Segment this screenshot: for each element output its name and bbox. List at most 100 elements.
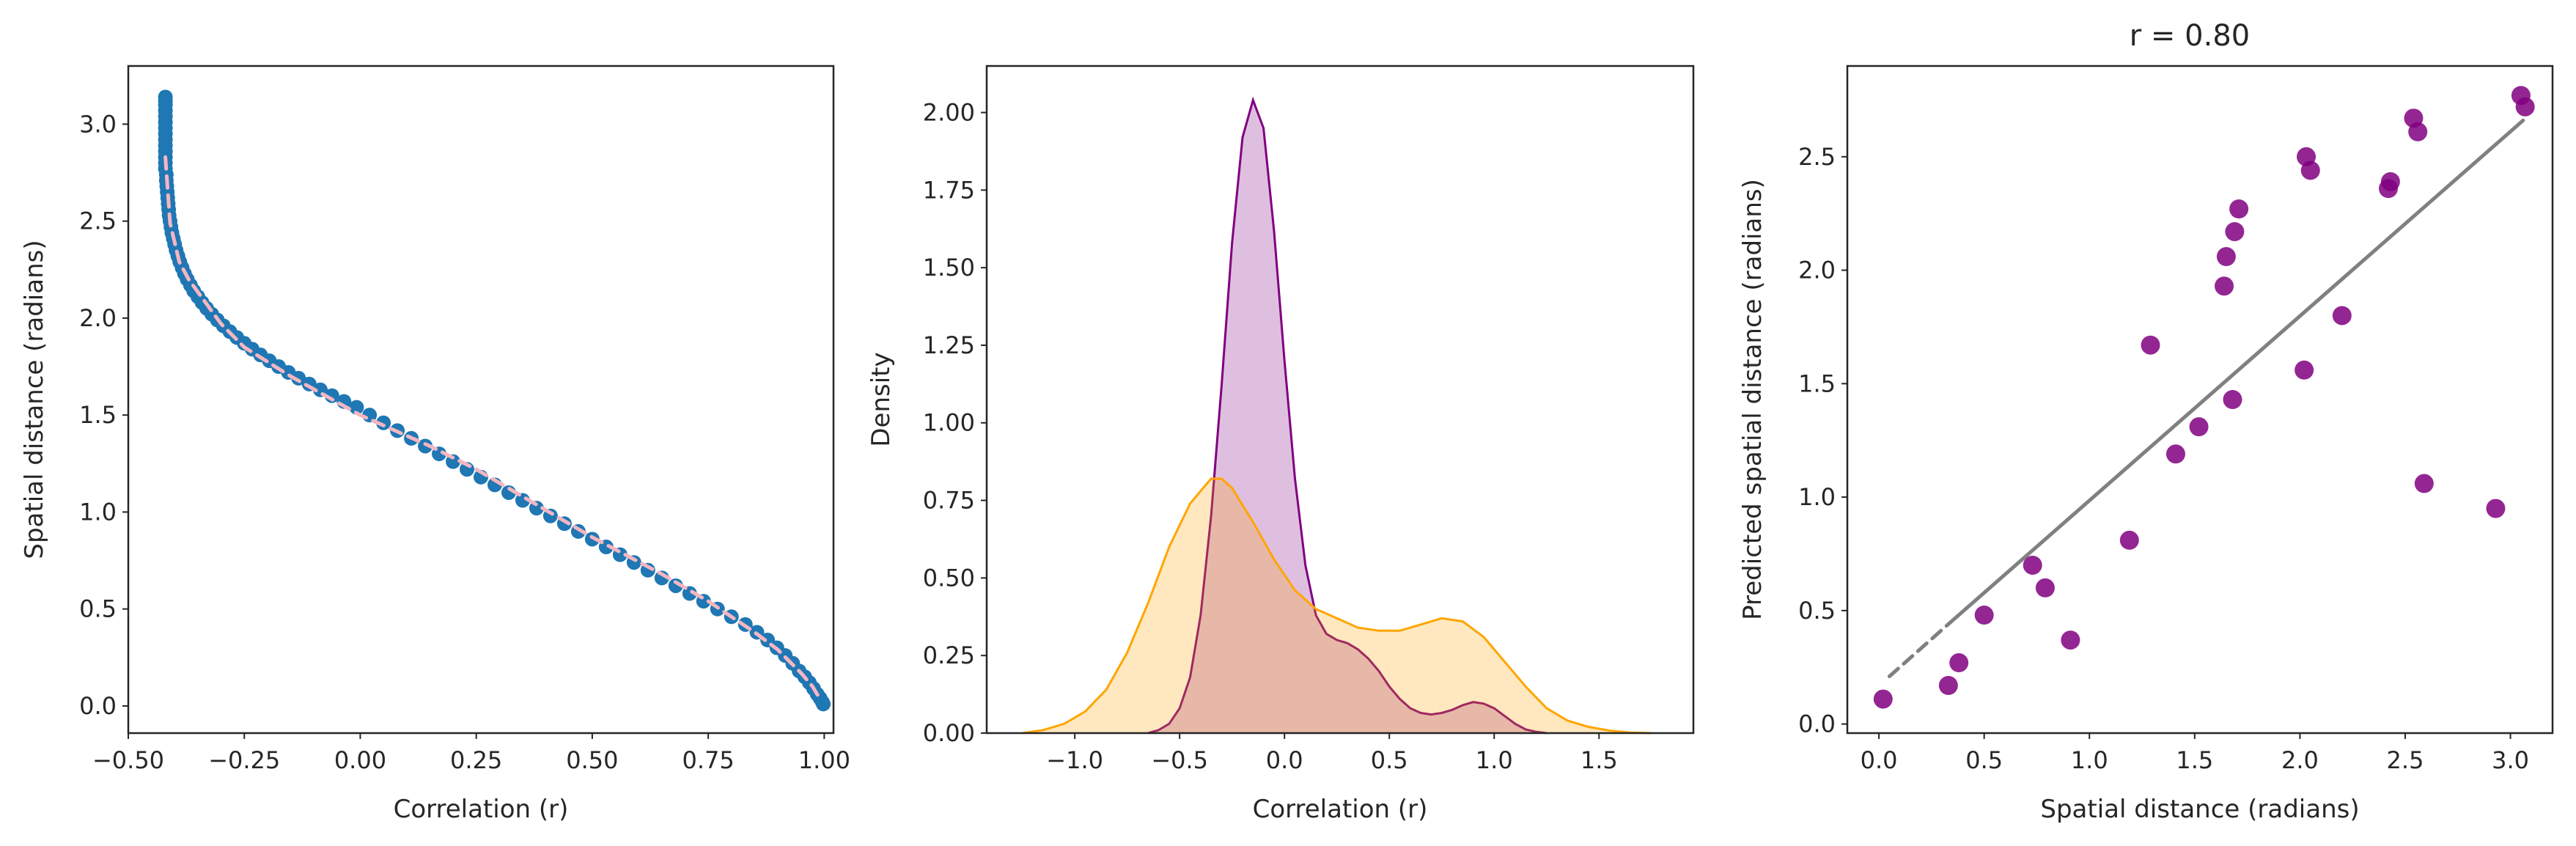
panel-3-scatter-point (2408, 122, 2428, 141)
panel-3-scatter-point (2035, 578, 2055, 597)
panel-1-y-tick-label: 0.0 (79, 692, 117, 720)
panel-2-y-tick-label: 2.00 (923, 98, 975, 126)
panel-3-x-tick-label: 1.0 (2071, 746, 2108, 774)
panel-1-y-tick-label: 1.0 (79, 498, 117, 526)
panel-1-y-tick-label: 2.0 (79, 304, 117, 332)
panel-3-plot: 0.0 0.5 1.0 1.5 2.0 2.5 3.0 0.0 0.5 1.0 1.5 2.0 2.5 (1798, 65, 2554, 774)
panel-1-marks (158, 89, 831, 712)
panel-3-y-tick-label: 0.5 (1798, 597, 1836, 625)
panel-2-y-tick-label: 1.00 (923, 409, 975, 437)
panel-1-x-tick-label: 0.50 (566, 746, 618, 774)
panel-1-scatter-point (816, 696, 831, 712)
panel-2-kde-line (1022, 477, 1652, 735)
panel-3-title: r = 0.80 (2130, 19, 2250, 53)
panel-3-x-tick-label: 0.0 (1861, 746, 1898, 774)
panel-3-frame (1846, 65, 2554, 735)
panel-1: −0.50 −0.25 0.00 0.25 0.50 0.75 1.00 0.0 0.5 1.0… (20, 65, 850, 824)
panel-3-x-label: Spatial distance (radians) (2040, 795, 2359, 824)
panel-1-dashed-line (163, 155, 822, 700)
panel-1-plot: −0.50 −0.25 0.00 0.25 0.50 0.75 1.00 0.0 0.5 1.0… (79, 65, 850, 774)
panel-3-marks (1873, 86, 2535, 709)
panel-3-y-tick-label: 1.5 (1798, 369, 1836, 397)
panel-3-scatter-point (2380, 172, 2400, 191)
panel-3-x-tick-label: 1.5 (2176, 746, 2213, 774)
panel-2-y-tick-label: 1.25 (923, 331, 975, 359)
panel-1-scatter-point (349, 400, 364, 415)
panel-2-y-tick-label: 1.75 (923, 176, 975, 204)
panel-3-dashed-line (1887, 622, 1951, 679)
panel-3-scatter-point (2061, 630, 2080, 650)
panel-1-x-tick-label: −0.50 (92, 746, 164, 774)
panel-2: −1.0 −0.5 0.0 0.5 1.0 1.5 0.00 0.25 0.50 0.75 1.0… (866, 65, 1695, 824)
panel-2-marks (1022, 96, 1652, 735)
panel-3: r = 0.80 0.0 0.5 1.0 1.5 2.0 2.5 3.0 0.0 0.5 1.0… (1738, 19, 2554, 824)
panel-2-kde-line (1147, 96, 1547, 735)
panel-1-x-tick-label: 1.00 (798, 746, 850, 774)
panel-3-scatter-point (2229, 199, 2249, 218)
panel-3-scatter-point (2141, 335, 2160, 355)
panel-2-frame (985, 65, 1695, 735)
panel-1-frame (127, 65, 835, 735)
panel-2-x-tick-label: 1.0 (1476, 746, 1513, 774)
panel-3-scatter-point (2216, 247, 2236, 266)
panel-3-scatter-point (2515, 97, 2535, 117)
panel-3-scatter-point (2225, 221, 2245, 241)
panel-2-kde-area (1022, 478, 1652, 733)
panel-1-x-tick-label: 0.00 (334, 746, 386, 774)
panel-1-scatter-point (418, 438, 433, 454)
panel-1-y-tick-label: 1.5 (79, 401, 117, 429)
panel-3-scatter-point (1974, 606, 1994, 625)
panel-3-scatter-point (2486, 499, 2506, 518)
panel-3-scatter-point (1949, 653, 1969, 673)
panel-3-x-tick-label: 3.0 (2492, 746, 2529, 774)
panel-1-scatter-point (446, 454, 461, 469)
panel-1-scatter-point (682, 586, 697, 601)
panel-3-scatter-point (2119, 530, 2139, 550)
panel-1-y-tick-label: 3.0 (79, 110, 117, 138)
panel-2-y-tick-label: 0.75 (923, 487, 975, 515)
panel-1-x-ticks: −0.50 −0.25 0.00 0.25 0.50 0.75 1.00 (92, 733, 850, 774)
panel-2-x-tick-label: 1.5 (1580, 746, 1618, 774)
panel-1-x-tick-label: 0.25 (450, 746, 502, 774)
panel-2-x-ticks: −1.0 −0.5 0.0 0.5 1.0 1.5 (1046, 733, 1618, 774)
panel-3-scatter-point (2189, 417, 2209, 437)
panel-2-y-tick-label: 1.50 (923, 254, 975, 282)
panel-3-y-tick-label: 1.0 (1798, 483, 1836, 511)
panel-3-x-ticks: 0.0 0.5 1.0 1.5 2.0 2.5 3.0 (1861, 733, 2529, 774)
panel-2-plot: −1.0 −0.5 0.0 0.5 1.0 1.5 0.00 0.25 0.50 0.75 1.0… (923, 65, 1695, 774)
panel-3-scatter-point (2165, 444, 2185, 464)
panel-3-scatter-point (2295, 360, 2314, 380)
panel-2-y-ticks: 0.00 0.25 0.50 0.75 1.00 1.25 1.50 1.75 2.00 (923, 98, 987, 747)
panel-1-scatter-point (668, 578, 683, 593)
panel-3-scatter-point (2332, 306, 2352, 325)
panel-3-x-tick-label: 2.0 (2281, 746, 2319, 774)
panel-2-y-tick-label: 0.25 (923, 641, 975, 669)
panel-3-scatter-point (2023, 555, 2042, 575)
panel-2-x-tick-label: 0.5 (1371, 746, 1408, 774)
panel-3-scatter-point (2300, 161, 2320, 180)
panel-3-x-tick-label: 2.5 (2387, 746, 2424, 774)
panel-1-x-tick-label: −0.25 (208, 746, 280, 774)
panel-2-x-tick-label: −0.5 (1151, 746, 1208, 774)
panel-3-y-tick-label: 2.0 (1798, 257, 1836, 284)
panel-3-scatter-point (1873, 689, 1893, 709)
panel-1-x-label: Correlation (r) (394, 795, 569, 824)
panel-2-x-tick-label: −1.0 (1046, 746, 1103, 774)
panel-1-y-ticks: 0.0 0.5 1.0 1.5 2.0 2.5 3.0 (79, 110, 128, 720)
panel-2-y-tick-label: 0.50 (923, 564, 975, 592)
panel-2-y-label: Density (866, 352, 896, 446)
panel-1-y-tick-label: 0.5 (79, 595, 117, 623)
panel-1-y-label: Spatial distance (radians) (20, 240, 49, 559)
panel-3-scatter-point (2414, 474, 2434, 493)
panel-3-y-label: Predicted spatial distance (radians) (1738, 179, 1767, 620)
panel-2-x-label: Correlation (r) (1253, 795, 1428, 824)
panel-3-scatter-point (2223, 390, 2242, 409)
panel-1-y-tick-label: 2.5 (79, 207, 117, 235)
panel-2-x-tick-label: 0.0 (1266, 746, 1303, 774)
panel-2-kde-area (1148, 100, 1547, 734)
panel-2-y-tick-label: 0.00 (923, 719, 975, 747)
panel-3-y-tick-label: 2.5 (1798, 143, 1836, 171)
panel-3-y-tick-label: 0.0 (1798, 710, 1836, 738)
panel-3-scatter-point (2215, 276, 2234, 296)
